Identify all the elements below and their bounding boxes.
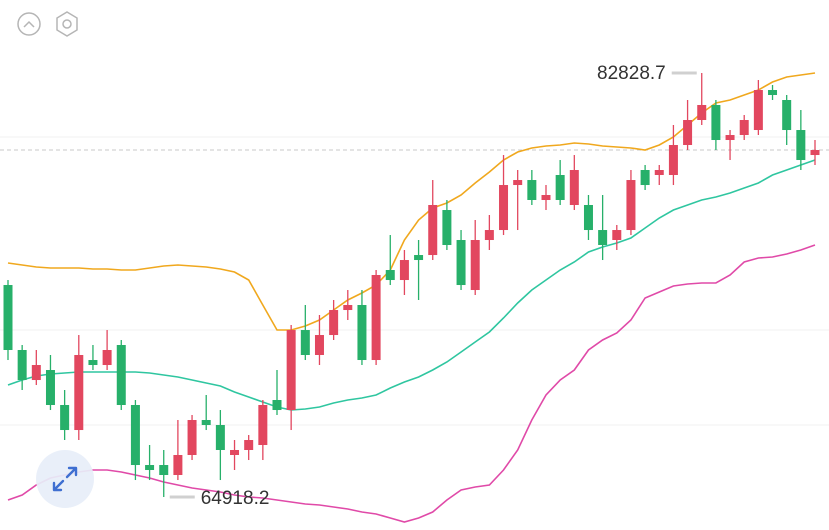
- candle-body: [484, 230, 494, 241]
- min-price-label: 64918.2: [201, 488, 270, 509]
- candle-body: [357, 304, 367, 361]
- candle-body: [598, 230, 608, 246]
- candle-body: [697, 104, 707, 121]
- candle-body: [399, 260, 409, 281]
- candle-body: [683, 120, 693, 146]
- candle-body: [470, 240, 480, 291]
- candle-body: [414, 255, 424, 261]
- candle-body: [583, 204, 593, 231]
- collapse-icon-ring: [17, 12, 41, 36]
- plot-area: 82828.7 64918.2: [0, 63, 829, 523]
- candle-body: [612, 230, 622, 241]
- candle-body: [102, 350, 112, 366]
- collapse-icon-chevron: [23, 20, 35, 28]
- candle-body: [130, 404, 140, 466]
- max-price-label: 82828.7: [597, 63, 666, 84]
- band-line: [7, 159, 816, 411]
- fullscreen-button[interactable]: [36, 450, 94, 508]
- candle-body: [230, 450, 240, 455]
- candle-body: [173, 454, 183, 476]
- candle-body: [654, 170, 664, 176]
- band-line: [7, 244, 816, 523]
- candle-body: [343, 304, 353, 311]
- candle-body: [187, 420, 197, 455]
- candle-body: [215, 425, 225, 451]
- candle-body: [244, 440, 254, 451]
- candle-body: [640, 170, 650, 186]
- candle-body: [513, 180, 523, 186]
- candle-body: [725, 135, 735, 141]
- candle-body: [31, 365, 41, 381]
- candle-body: [286, 330, 296, 411]
- candle-body: [17, 350, 27, 381]
- candle-body: [371, 275, 381, 361]
- candle-body: [300, 330, 310, 355]
- candle-body: [385, 270, 395, 281]
- candle-body: [739, 120, 749, 136]
- candle-body: [258, 404, 268, 446]
- candle-body: [541, 195, 551, 201]
- candle-body: [527, 180, 537, 201]
- candle-body: [456, 240, 466, 286]
- label-connector: [671, 71, 697, 75]
- candle-body: [201, 420, 211, 426]
- candle-body: [768, 90, 778, 96]
- settings-button[interactable]: [56, 11, 78, 37]
- candle-body: [145, 465, 155, 471]
- candle-body: [314, 335, 324, 355]
- fullscreen-icon: [52, 466, 78, 492]
- candle-body: [499, 185, 509, 231]
- candle-body: [796, 130, 806, 161]
- candle-body: [555, 175, 565, 201]
- candle-body: [60, 404, 70, 431]
- candle-body: [569, 170, 579, 205]
- candle-body: [782, 100, 792, 131]
- settings-icon-hexagon: [56, 11, 78, 37]
- candle-body: [88, 360, 98, 366]
- candle-body: [74, 354, 84, 431]
- candle-body: [159, 465, 169, 476]
- candle-body: [711, 104, 721, 141]
- candle-body: [45, 370, 55, 405]
- label-connector: [169, 495, 195, 499]
- candle-body: [753, 90, 763, 131]
- candle-body: [668, 145, 678, 176]
- candle-body: [626, 180, 636, 231]
- candle-body: [272, 400, 282, 411]
- settings-icon-center: [62, 19, 72, 29]
- candle-body: [442, 210, 452, 246]
- fullscreen-button-bg: [36, 450, 94, 508]
- candle-body: [810, 150, 820, 156]
- candle-body: [428, 204, 438, 256]
- candle-body: [116, 345, 126, 405]
- collapse-button[interactable]: [17, 12, 41, 36]
- candle-body: [329, 310, 339, 336]
- candle-body: [3, 285, 13, 351]
- band-line: [7, 72, 816, 331]
